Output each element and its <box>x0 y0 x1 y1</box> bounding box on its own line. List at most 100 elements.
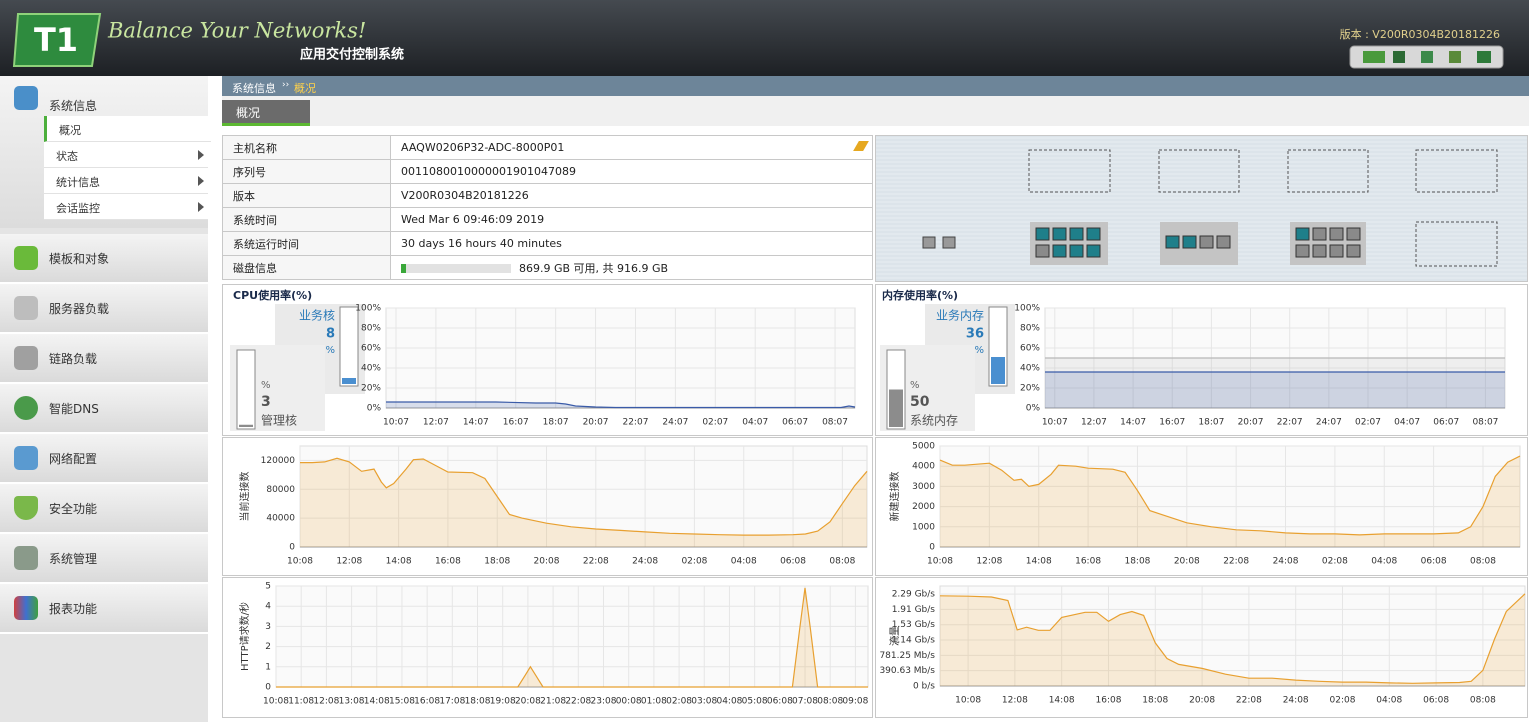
x-tick-label: 10:08 <box>927 557 953 567</box>
row: 系统运行时间 30 days 16 hours 40 minutes <box>222 231 873 256</box>
y-axis-label: 新建连接数 <box>888 472 901 522</box>
panel <box>875 577 1528 718</box>
slot <box>1287 149 1369 193</box>
breadcrumb-current: 概况 <box>294 82 316 95</box>
x-tick-label: 20:08 <box>534 557 560 567</box>
menu-item[interactable]: 统计信息 <box>44 168 208 194</box>
x-tick-label: 04:07 <box>1394 418 1420 428</box>
x-tick-label: 16:08 <box>1075 557 1101 567</box>
port <box>1069 227 1084 241</box>
y-tick-label: 3 <box>265 622 271 632</box>
row: 系统时间 Wed Mar 6 09:46:09 2019 <box>222 207 873 232</box>
y-tick-label: 20% <box>361 384 381 394</box>
series-line <box>939 593 1526 684</box>
cell: 0011080010000001901047089 <box>390 159 873 184</box>
cell: AAQW0206P32-ADC-8000P01 <box>390 135 873 160</box>
y-tick-label: 1 <box>265 662 271 672</box>
x-tick-label: 14:07 <box>463 418 489 428</box>
section[interactable]: 链路负载 <box>0 334 208 384</box>
port <box>1329 244 1344 258</box>
tool-icon[interactable] <box>1449 51 1461 63</box>
breadcrumb-parent[interactable]: 系统信息 <box>232 82 276 95</box>
x-tick-label: 02:07 <box>1355 418 1381 428</box>
x-tick-label: 24:08 <box>1283 696 1309 706</box>
port <box>922 236 936 249</box>
x-tick-label: 20:08 <box>515 697 541 707</box>
slot <box>1415 221 1498 267</box>
y-tick-label: 0 <box>289 543 295 553</box>
y-tick-label: 1.53 Gb/s <box>892 620 936 630</box>
plot-area <box>299 445 868 548</box>
tool-icon[interactable] <box>1393 51 1405 63</box>
gauge-fill <box>342 378 356 384</box>
tool-icon[interactable] <box>1421 51 1433 63</box>
y-tick-label: 5000 <box>912 442 935 452</box>
series-line <box>386 401 856 409</box>
port <box>1312 244 1327 258</box>
menu-item[interactable]: 会话监控 <box>44 194 208 220</box>
cell: 磁盘信息 <box>222 255 391 280</box>
x-tick-label: 04:07 <box>742 418 768 428</box>
x-tick-label: 16:08 <box>1096 696 1122 706</box>
y-tick-label: 390.63 Mb/s <box>879 666 935 676</box>
y-tick-label: 80000 <box>266 485 295 495</box>
section[interactable]: 安全功能 <box>0 484 208 534</box>
port <box>1052 227 1067 241</box>
x-tick-label: 07:08 <box>792 697 818 707</box>
port <box>1199 235 1214 249</box>
y-tick-label: 60% <box>1020 344 1040 354</box>
x-tick-label: 24:07 <box>662 418 688 428</box>
section[interactable]: 模板和对象 <box>0 234 208 284</box>
x-tick-label: 22:08 <box>1223 557 1249 567</box>
row: 序列号 0011080010000001901047089 <box>222 159 873 184</box>
series-area <box>300 458 867 547</box>
section-open: 系统信息 概况 状态 统计信息 会话监控 <box>0 76 211 228</box>
arrow <box>198 150 204 160</box>
x-tick-label: 21:08 <box>540 697 566 707</box>
section[interactable]: 网络配置 <box>0 434 208 484</box>
gauge-tube <box>236 349 256 430</box>
y-tick-label: 40% <box>361 364 381 374</box>
gauge-tube <box>886 349 906 430</box>
gauge-text: 3 <box>261 394 271 410</box>
cell: 序列号 <box>222 159 391 184</box>
tool-icon[interactable] <box>1363 51 1385 63</box>
port <box>1035 244 1050 258</box>
cell: Wed Mar 6 09:46:09 2019 <box>390 207 873 232</box>
arrow <box>198 202 204 212</box>
plot-area <box>385 307 856 409</box>
section-label[interactable]: 系统信息 <box>49 99 98 113</box>
gauge-bg <box>230 345 325 431</box>
x-tick-label: 14:08 <box>386 557 412 567</box>
y-tick-label: 100% <box>1014 304 1040 314</box>
edit-icon[interactable] <box>853 141 869 151</box>
gauge-text: 管理核 <box>261 413 297 428</box>
gauge-fill <box>239 424 253 427</box>
gauge-tube <box>988 306 1008 387</box>
section[interactable]: 系统管理 <box>0 534 208 584</box>
section[interactable]: 服务器负载 <box>0 284 208 334</box>
x-tick-label: 19:08 <box>490 697 516 707</box>
x-tick-label: 18:07 <box>1198 418 1224 428</box>
x-tick-label: 22:07 <box>622 418 648 428</box>
x-tick-label: 13:08 <box>339 697 365 707</box>
menu-item[interactable]: 概况 <box>44 116 211 142</box>
series-area <box>1045 372 1505 408</box>
plot-area <box>939 445 1521 548</box>
tool-icon[interactable] <box>1477 51 1491 63</box>
tab[interactable]: 概况 <box>222 100 310 126</box>
chart-title: CPU使用率(%) <box>233 288 312 302</box>
panel <box>875 437 1528 576</box>
menu-label: 状态 <box>56 150 78 163</box>
cell-text: AAQW0206P32-ADC-8000P01 <box>401 141 565 154</box>
series-line <box>300 457 868 536</box>
section[interactable]: 智能DNS <box>0 384 208 434</box>
x-tick-label: 12:07 <box>1081 418 1107 428</box>
x-tick-label: 22:07 <box>1277 418 1303 428</box>
x-tick-label: 11:08 <box>288 697 314 707</box>
menu-item[interactable]: 状态 <box>44 142 208 168</box>
panel <box>222 284 873 436</box>
section[interactable]: 报表功能 <box>0 584 208 634</box>
x-tick-label: 09:08 <box>842 697 868 707</box>
